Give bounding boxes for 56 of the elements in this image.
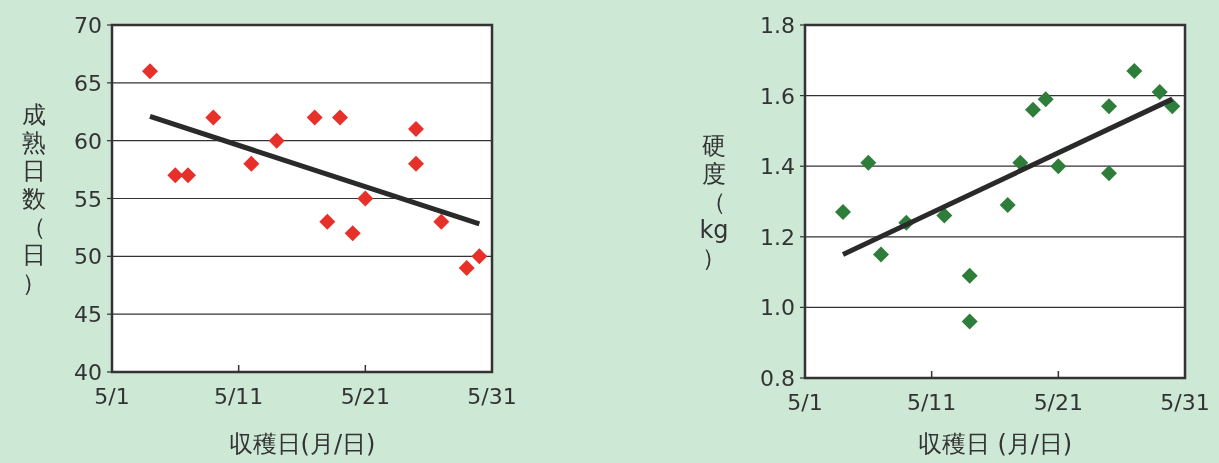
x-axis-title: 収穫日(月/日) (228, 430, 376, 458)
point (1101, 98, 1117, 115)
y-tick-label: 1.6 (760, 83, 795, 109)
x-tick-label: 5/31 (467, 384, 517, 409)
y-tick-label: 1.0 (760, 295, 795, 321)
y-tick-label: 55 (74, 186, 102, 212)
point (1050, 158, 1067, 175)
point (243, 155, 260, 172)
point (344, 225, 361, 242)
x-axis-title: 収穫日 (月/日) (917, 430, 1073, 458)
y-tick-label: 40 (74, 360, 102, 385)
point (1037, 91, 1054, 108)
point (860, 154, 877, 171)
point (1025, 101, 1041, 118)
point (1126, 62, 1143, 79)
point (319, 213, 336, 230)
x-tick-label: 5/1 (94, 384, 130, 409)
x-tick-label: 5/11 (213, 384, 264, 409)
point (1012, 154, 1029, 171)
y-axis-title: 成熟日数（日） (22, 100, 46, 297)
x-tick-label: 5/21 (1033, 390, 1084, 415)
y-tick-label: 1.4 (760, 154, 795, 180)
point (332, 109, 348, 126)
y-tick-label: 45 (74, 302, 102, 328)
point (408, 155, 424, 172)
point (306, 109, 323, 126)
point (961, 267, 978, 284)
y-tick-label: 1.8 (760, 13, 795, 38)
y-tick-label: 70 (74, 13, 102, 38)
point (1151, 84, 1168, 101)
point (961, 313, 978, 330)
x-tick-label: 5/31 (1160, 390, 1210, 415)
point (471, 248, 488, 265)
point (433, 213, 450, 230)
point (268, 132, 285, 149)
point (458, 259, 475, 276)
y-tick-label: 50 (74, 244, 102, 270)
point (408, 121, 424, 138)
y-axis-title: 硬度（kg） (699, 131, 729, 272)
y-tick-label: 60 (74, 128, 102, 154)
x-tick-label: 5/21 (340, 384, 391, 409)
point (180, 167, 196, 184)
point (835, 204, 851, 221)
y-tick-label: 1.2 (760, 224, 795, 250)
point (936, 207, 953, 224)
point (1101, 165, 1117, 182)
point (167, 167, 184, 184)
point (205, 109, 222, 126)
point (999, 197, 1016, 214)
point (873, 246, 889, 263)
x-tick-label: 5/11 (906, 390, 957, 415)
point (357, 190, 374, 207)
x-tick-label: 5/1 (787, 390, 823, 415)
point (142, 63, 158, 80)
y-tick-label: 65 (74, 70, 102, 96)
y-tick-label: 0.8 (760, 366, 795, 391)
